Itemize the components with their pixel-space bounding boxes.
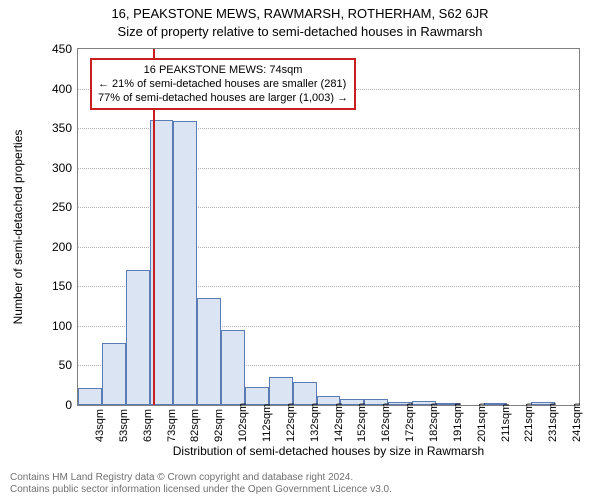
y-tick-label: 100 — [32, 320, 72, 332]
histogram-bar — [126, 270, 150, 405]
y-tick-label: 300 — [32, 162, 72, 174]
x-tick-label: 152sqm — [356, 403, 368, 442]
y-tick-label: 0 — [32, 399, 72, 411]
footer-attribution: Contains HM Land Registry data © Crown c… — [10, 472, 392, 496]
x-axis-label: Distribution of semi-detached houses by … — [77, 444, 580, 458]
x-tick-label: 92sqm — [213, 409, 225, 442]
x-tick-label: 63sqm — [142, 409, 154, 442]
callout-line: 16 PEAKSTONE MEWS: 74sqm — [98, 63, 348, 77]
x-tick-label: 191sqm — [452, 403, 464, 442]
x-tick-label: 221sqm — [523, 403, 535, 442]
y-tick-label: 450 — [32, 43, 72, 55]
histogram-bar — [102, 343, 126, 405]
x-tick-label: 142sqm — [333, 403, 345, 442]
callout-line: ← 21% of semi-detached houses are smalle… — [98, 77, 348, 91]
y-tick-label: 150 — [32, 280, 72, 292]
chart-title-main: 16, PEAKSTONE MEWS, RAWMARSH, ROTHERHAM,… — [0, 6, 600, 21]
y-tick-label: 350 — [32, 122, 72, 134]
x-tick-label: 201sqm — [476, 403, 488, 442]
y-axis-label: Number of semi-detached properties — [11, 130, 25, 325]
y-tick-label: 400 — [32, 83, 72, 95]
x-tick-label: 43sqm — [94, 409, 106, 442]
histogram-bar — [293, 382, 317, 405]
callout-box: 16 PEAKSTONE MEWS: 74sqm← 21% of semi-de… — [90, 58, 356, 110]
footer-line-2: Contains public sector information licen… — [10, 484, 392, 496]
x-tick-label: 112sqm — [261, 404, 273, 442]
y-tick-label: 50 — [32, 359, 72, 371]
x-tick-label: 102sqm — [237, 403, 249, 442]
x-tick-label: 231sqm — [547, 403, 559, 442]
x-tick-label: 241sqm — [571, 403, 583, 442]
x-tick-label: 162sqm — [380, 403, 392, 442]
histogram-bar — [221, 330, 245, 405]
chart-title-sub: Size of property relative to semi-detach… — [0, 24, 600, 39]
y-tick-label: 200 — [32, 241, 72, 253]
histogram-bar — [197, 298, 221, 405]
x-tick-label: 122sqm — [285, 403, 297, 442]
histogram-bar — [173, 121, 197, 405]
x-tick-label: 132sqm — [309, 403, 321, 442]
y-tick-label: 250 — [32, 201, 72, 213]
x-tick-label: 82sqm — [189, 409, 201, 442]
histogram-bar — [78, 388, 102, 405]
histogram-bar — [269, 377, 293, 405]
x-tick-label: 211sqm — [500, 404, 512, 442]
chart-container: 16, PEAKSTONE MEWS, RAWMARSH, ROTHERHAM,… — [0, 0, 600, 500]
x-tick-label: 53sqm — [118, 409, 130, 442]
x-tick-label: 182sqm — [428, 403, 440, 442]
x-tick-label: 172sqm — [404, 403, 416, 442]
footer-line-1: Contains HM Land Registry data © Crown c… — [10, 472, 392, 484]
callout-line: 77% of semi-detached houses are larger (… — [98, 91, 348, 105]
x-tick-label: 73sqm — [166, 409, 178, 442]
